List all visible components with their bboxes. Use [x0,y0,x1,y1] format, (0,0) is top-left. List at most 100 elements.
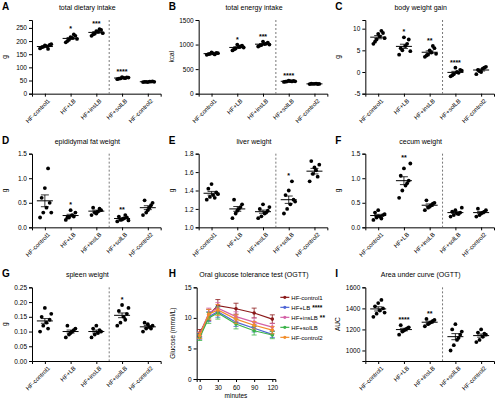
error-cap [252,317,257,318]
legend-item: HF-control2 [280,335,323,341]
x-tick-mark [263,227,264,230]
x-tick-mark [212,94,213,97]
error-cap [208,195,216,196]
x-tick-mark [45,227,46,230]
error-cap [400,328,408,329]
y-tick-label: 150 [16,51,27,58]
x-tick-label: HF+solLB [272,231,295,254]
error-bar [144,81,152,82]
y-axis-line [362,154,366,228]
dot [380,29,384,33]
y-tick: 150 [16,51,32,58]
mean-line [396,329,412,330]
error-whisker [378,307,379,311]
legend-label: HF+solLB [291,325,318,331]
y-tick-label: 10 [353,25,361,32]
y-axis: 0.000.050.100.150.200.25 [14,284,32,365]
x-tick-mark [430,227,431,230]
x-tick: HF+solLB [272,94,295,121]
x-tick-label: HF-control1 [191,231,218,258]
y-tick-mark [29,203,32,204]
x-tick-label: HF+insLB [413,98,436,121]
x-tick: HF-control1 [25,361,52,392]
error-cap [41,323,49,324]
y-axis-line [194,288,198,380]
y-tick-mark [194,379,197,380]
legend-significance: **** [312,304,323,311]
group-separator [275,154,276,228]
dot [474,340,478,344]
error-whisker [147,206,148,210]
error-bar [67,330,75,333]
x-tick-label: HF+insLB [80,231,103,254]
error-whisker [455,334,456,340]
error-whisker [211,191,212,195]
error-cap [144,325,152,326]
plot: -50510HF-control1HF+LBHF+insLBHF+solLBHF… [334,20,494,124]
y-tick-label: 0.5 [351,199,360,206]
x-axis-line [199,94,328,97]
x-tick-mark [122,361,123,364]
x-tick: HF+solLB [439,227,462,254]
plot: 1.01.21.41.61.8HF-control1HF+LBHF+insLBH… [168,150,328,258]
group-separator [109,154,110,228]
x-tick: HF-control1 [25,227,52,258]
error-bar [270,315,275,324]
mean-line [114,218,130,219]
dot [123,213,127,217]
mean-line [422,205,438,206]
error-cap [252,335,257,336]
plot: 0.000.050.100.150.200.25HF-control1HF+LB… [1,284,161,392]
y-tick-label: 0.05 [14,343,27,350]
y-axis-line [362,21,366,95]
dot [127,306,131,310]
panel-title: Oral glucose tolerance test (OGTT) [199,271,308,279]
x-tick: HF-control1 [191,94,218,125]
dot [375,312,379,316]
legend-label: HF-control1 [291,295,323,301]
error-bar [92,210,100,212]
panel: HOral glucose tolerance test (OGTT)05101… [169,268,326,399]
x-axis-line [33,362,162,365]
error-cap [252,328,257,329]
mean-line [281,81,297,82]
dot [308,179,312,183]
x-axis: HF-control1HF+LBHF+insLBHF+solLBHF-contr… [191,94,327,125]
x-tick-label: 90 [251,384,259,391]
error-cap [451,71,459,72]
error-whisker [44,319,45,324]
y-axis: 0.00.51.01.5 [351,150,366,231]
error-cap [285,81,293,82]
legend-item: HF+LB**** [280,304,322,311]
x-tick-mark [148,227,149,230]
dot [46,167,50,171]
x-tick-mark [212,227,213,230]
error-cap [310,83,318,84]
x-tick: 90 [251,379,259,391]
dot [235,43,239,47]
y-tick: 0.20 [14,299,32,306]
x-tick-mark [455,94,456,97]
error-bar [310,83,318,84]
dot [49,211,53,215]
significance: **** [283,72,294,79]
dot [383,311,387,315]
error-cap [259,210,267,211]
error-cap [118,217,126,218]
x-tick: HF+LB [393,94,411,116]
x-tick-mark [289,227,290,230]
mean-line [114,78,130,79]
x-tick: HF+insLB [413,227,436,254]
dot [239,205,243,209]
dot [268,205,272,209]
x-tick-mark [404,227,405,230]
y-axis: 1000120014001600 [346,284,366,362]
series-point [252,323,256,327]
dot [479,328,483,332]
y-tick-mark [362,29,365,30]
x-tick: HF+insLB [80,361,103,388]
x-axis: HF-control1HF+LBHF+insLBHF+solLBHF-contr… [25,94,161,125]
error-bar [270,326,275,333]
x-tick-mark [263,94,264,97]
significance: **** [450,59,461,66]
